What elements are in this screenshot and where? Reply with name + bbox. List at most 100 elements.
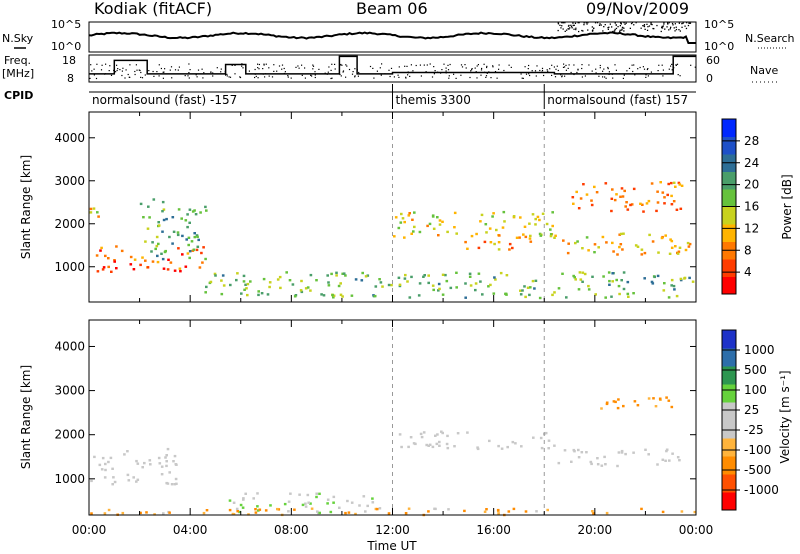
heat-cell bbox=[427, 510, 430, 513]
nave-dot bbox=[553, 66, 555, 68]
heat-cell bbox=[129, 255, 133, 259]
heat-cell bbox=[278, 275, 282, 279]
nave-dot bbox=[431, 76, 434, 78]
nave-dot bbox=[577, 68, 579, 70]
nave-dot bbox=[258, 68, 260, 70]
heat-cell bbox=[413, 225, 416, 229]
colorbar-swatch bbox=[722, 492, 736, 511]
nave-dot bbox=[228, 76, 230, 78]
date-title: 09/Nov/2009 bbox=[586, 0, 689, 18]
heat-cell bbox=[339, 282, 342, 285]
nave-dot bbox=[254, 76, 256, 79]
nave-dot bbox=[89, 77, 91, 79]
heat-cell bbox=[246, 282, 250, 286]
heat-cell bbox=[668, 252, 672, 255]
heat-cell bbox=[670, 246, 674, 249]
heat-cell bbox=[342, 272, 346, 275]
heat-cell bbox=[104, 462, 107, 466]
nave-dot bbox=[388, 69, 390, 71]
nsearch-dot bbox=[642, 25, 644, 27]
nsearch-dot bbox=[603, 26, 605, 28]
nave-dot bbox=[406, 65, 408, 67]
heat-cell bbox=[622, 271, 626, 274]
nave-dot bbox=[541, 69, 544, 72]
colorbar-tick-label: -500 bbox=[744, 463, 771, 477]
nave-dot bbox=[177, 69, 179, 71]
nave-dot bbox=[158, 75, 160, 77]
colorbar-tick-label: 20 bbox=[744, 178, 759, 192]
nsearch-dot bbox=[575, 27, 577, 29]
heat-cell bbox=[100, 468, 104, 471]
heat-cell bbox=[156, 260, 160, 264]
heat-cell bbox=[309, 289, 312, 292]
nave-dot bbox=[326, 73, 328, 75]
nsearch-dot bbox=[629, 27, 631, 29]
heat-cell bbox=[523, 225, 527, 228]
nave-dot bbox=[410, 64, 412, 66]
heat-cell bbox=[228, 508, 232, 512]
time-tick-label: 00:00 bbox=[679, 523, 714, 537]
heat-cell bbox=[146, 266, 150, 269]
heat-cell bbox=[665, 396, 668, 399]
heat-cell bbox=[187, 243, 190, 247]
nave-dot bbox=[481, 67, 483, 70]
heat-cell bbox=[407, 214, 411, 217]
nave-dot bbox=[528, 73, 530, 75]
nave-dot bbox=[139, 69, 141, 72]
heat-cell bbox=[179, 270, 182, 273]
nave-dot bbox=[134, 70, 136, 73]
heat-cell bbox=[557, 461, 561, 465]
heat-cell bbox=[617, 284, 621, 288]
nave-dot bbox=[115, 71, 117, 73]
heat-cell bbox=[514, 442, 517, 445]
heat-cell bbox=[394, 216, 398, 219]
heat-cell bbox=[678, 183, 682, 186]
nave-dot bbox=[556, 65, 558, 67]
heat-cell bbox=[667, 182, 670, 186]
heat-cell bbox=[161, 230, 164, 233]
nave-dot bbox=[148, 70, 150, 72]
heat-cell bbox=[612, 400, 616, 403]
heat-cell bbox=[256, 492, 259, 495]
heat-cell bbox=[158, 462, 162, 465]
nave-dot bbox=[121, 70, 123, 72]
heat-cell bbox=[214, 274, 217, 277]
colorbar-frame bbox=[721, 329, 737, 511]
nave-dot bbox=[174, 69, 177, 71]
colorbar-swatch bbox=[722, 206, 736, 225]
heat-cell bbox=[289, 492, 292, 495]
nsearch-dot bbox=[640, 27, 642, 29]
heat-cell bbox=[595, 191, 599, 194]
nsearch-dot bbox=[667, 22, 669, 24]
nave-dot bbox=[443, 63, 445, 65]
nave-dot bbox=[404, 65, 406, 67]
heat-cell bbox=[503, 220, 506, 223]
nave-dot bbox=[264, 76, 266, 78]
nave-dot bbox=[268, 67, 270, 69]
heat-cell bbox=[168, 471, 171, 474]
heat-cell bbox=[497, 444, 500, 448]
heat-cell bbox=[199, 211, 202, 214]
heat-cell bbox=[400, 212, 403, 216]
heat-cell bbox=[157, 221, 160, 224]
heat-cell bbox=[194, 213, 198, 216]
heat-cell bbox=[605, 511, 609, 515]
heat-cell bbox=[549, 233, 553, 236]
colorbar-swatch bbox=[722, 189, 736, 207]
nave-dot bbox=[226, 73, 228, 75]
power-axes: 4000 3000 2000 1000 bbox=[54, 112, 697, 302]
heat-cell bbox=[603, 455, 606, 459]
heat-cell bbox=[615, 193, 618, 196]
nsearch-dot bbox=[675, 26, 677, 28]
heat-cell bbox=[240, 292, 243, 295]
heat-cell bbox=[174, 477, 178, 481]
heat-cell bbox=[538, 296, 542, 300]
heat-cell bbox=[423, 274, 426, 277]
heat-cell bbox=[570, 460, 573, 463]
nave-dot bbox=[529, 74, 531, 77]
y-tick-label: 3000 bbox=[54, 384, 85, 398]
nsearch-dot bbox=[591, 30, 594, 32]
time-tick-label: 08:00 bbox=[274, 523, 309, 537]
heat-cell bbox=[177, 208, 181, 211]
heat-cell bbox=[596, 457, 599, 460]
